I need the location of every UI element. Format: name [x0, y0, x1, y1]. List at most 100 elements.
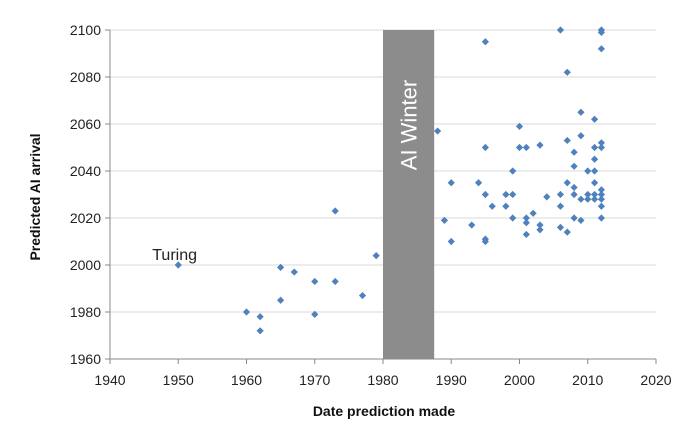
data-point	[597, 190, 605, 199]
data-point	[556, 26, 565, 34]
data-point	[563, 228, 571, 236]
data-point	[447, 179, 455, 187]
data-point	[563, 68, 571, 76]
data-point	[556, 190, 565, 199]
data-point	[590, 143, 599, 152]
data-point	[331, 207, 339, 215]
data-point	[529, 209, 537, 217]
data-point	[515, 143, 524, 152]
data-point	[570, 183, 578, 192]
data-point	[556, 202, 565, 210]
y-axis-title: Predicted AI arrival	[27, 133, 43, 260]
data-point	[590, 195, 599, 203]
data-point	[570, 148, 578, 156]
y-tick-label: 2100	[70, 22, 101, 38]
data-point	[502, 202, 510, 210]
data-point	[522, 219, 530, 227]
data-point	[570, 162, 578, 170]
data-point	[597, 139, 605, 147]
data-point	[277, 263, 285, 271]
data-point	[372, 252, 380, 260]
data-point	[597, 195, 605, 203]
data-point	[522, 143, 530, 152]
data-point	[481, 237, 489, 246]
data-point	[290, 268, 298, 276]
data-point	[563, 179, 571, 187]
turing-annotation: Turing	[152, 247, 197, 264]
data-point	[509, 214, 517, 222]
data-point	[488, 202, 496, 210]
data-point	[597, 202, 605, 210]
data-point	[522, 230, 530, 239]
data-point	[590, 115, 599, 123]
y-tick-label: 1980	[70, 304, 101, 320]
data-point	[536, 141, 544, 149]
data-point	[481, 143, 489, 152]
data-point	[597, 186, 605, 194]
data-point	[311, 277, 319, 286]
data-point	[597, 214, 605, 222]
data-point	[256, 313, 264, 321]
data-point	[331, 277, 339, 286]
data-point	[509, 167, 517, 175]
data-point	[584, 167, 592, 175]
data-point	[597, 143, 605, 152]
data-point	[556, 223, 565, 231]
axes: 1960 1980 2000 2020 2040 2060 2080 2100 1940 1950…	[70, 22, 672, 388]
data-point	[536, 226, 544, 234]
ai-winter-label: AI Winter	[397, 80, 422, 170]
data-point	[577, 195, 585, 203]
data-point	[522, 214, 530, 222]
data-point	[256, 327, 264, 335]
x-tick-label: 2000	[504, 372, 535, 388]
data-point	[481, 190, 489, 199]
data-point	[570, 190, 578, 199]
x-axis-title: Date prediction made	[313, 403, 456, 419]
x-tick-label: 1940	[94, 372, 125, 388]
data-point	[440, 216, 449, 224]
data-points	[174, 26, 605, 335]
y-tick-label: 1960	[70, 351, 101, 367]
y-tick-label: 2000	[70, 257, 101, 273]
data-point	[563, 136, 571, 145]
data-point	[311, 310, 319, 318]
data-point	[481, 38, 489, 46]
data-point	[590, 167, 599, 175]
x-tick-label: 1950	[163, 372, 194, 388]
data-point	[277, 296, 285, 304]
x-tick-label: 2010	[572, 372, 603, 388]
data-point	[509, 190, 517, 199]
y-tick-label: 2080	[70, 69, 101, 85]
ai-winter-band-group: AI Winter	[383, 30, 435, 359]
ai-winter-band	[383, 30, 435, 359]
x-tick-label: 1980	[367, 372, 398, 388]
x-tick-label: 2020	[640, 372, 671, 388]
y-tick-label: 2060	[70, 116, 101, 132]
data-point	[570, 214, 578, 222]
data-point	[515, 122, 524, 130]
x-tick-label: 1960	[231, 372, 262, 388]
data-point	[584, 195, 592, 203]
data-point	[590, 155, 599, 163]
data-point	[590, 190, 599, 199]
data-point	[597, 28, 605, 36]
y-tick-label: 2040	[70, 163, 101, 179]
data-point	[174, 261, 182, 269]
data-point	[536, 221, 544, 229]
data-point	[597, 45, 605, 53]
data-point	[468, 221, 476, 229]
data-point	[590, 179, 599, 187]
y-tick-label: 2020	[70, 210, 101, 226]
data-point	[474, 179, 483, 187]
data-point	[577, 132, 585, 140]
data-point	[358, 291, 367, 300]
data-point	[434, 127, 442, 135]
data-point	[242, 308, 251, 316]
data-point	[577, 108, 585, 116]
annotations: Turing	[152, 247, 197, 264]
data-point	[577, 216, 585, 224]
data-point	[584, 190, 592, 199]
data-point	[543, 193, 551, 201]
data-point	[502, 190, 510, 199]
